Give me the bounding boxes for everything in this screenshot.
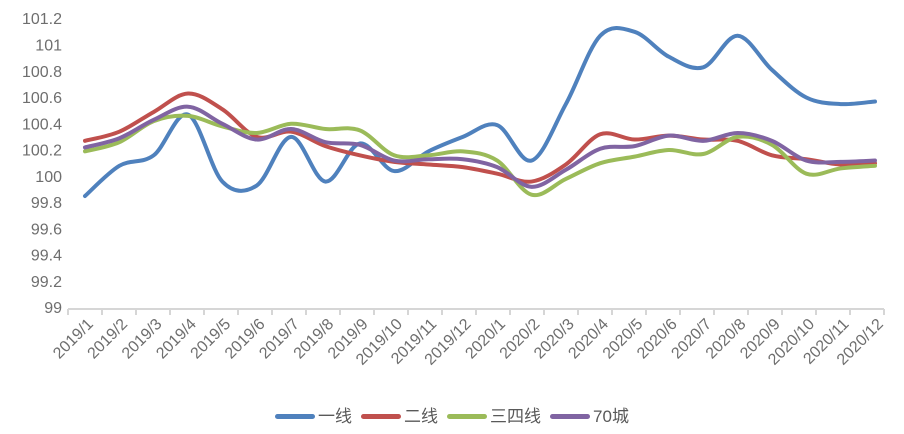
y-axis-tick-label: 99.8 [31, 195, 62, 212]
plot-area: 99 99.2 99.4 99.6 99.8 100 100.2 100.4 100.6 100.… [22, 11, 887, 369]
series-line-三四线 [83, 113, 877, 198]
y-axis-tick-label: 101.2 [22, 11, 62, 28]
legend-label-tier2: 二线 [404, 406, 439, 426]
legend-item-70cities: 70城 [550, 408, 629, 425]
series-line-二线 [83, 91, 877, 184]
y-axis-tick-label: 100.6 [22, 90, 62, 107]
legend-item-tier1: 一线 [275, 408, 352, 425]
legend-swatch-tier2 [361, 413, 402, 419]
legend-swatch-tier34 [447, 413, 488, 419]
series-line-70城 [83, 104, 877, 189]
legend-swatch-70cities [550, 413, 591, 419]
series-line-一线 [83, 25, 877, 199]
y-axis-tick-label: 99.2 [31, 274, 62, 291]
y-axis-tick-label: 99 [44, 300, 62, 317]
legend-swatch-tier1 [275, 413, 316, 419]
y-axis-tick-label: 100.8 [22, 64, 62, 81]
y-axis-tick-label: 99.6 [31, 221, 62, 238]
y-axis-tick-label: 101 [35, 37, 62, 54]
y-axis-tick-label: 99.4 [31, 248, 62, 265]
legend-label-70cities: 70城 [593, 406, 629, 426]
y-axis-tick-label: 100.2 [22, 143, 62, 160]
legend-label-tier34: 三四线 [490, 406, 542, 426]
legend-item-tier34: 三四线 [447, 408, 541, 425]
chart-legend: 一线 二线 三四线 70城 [0, 402, 904, 430]
legend-label-tier1: 一线 [318, 406, 353, 426]
y-axis-tick-label: 100.4 [22, 116, 62, 133]
legend-item-tier2: 二线 [361, 408, 438, 425]
y-axis-tick-label: 100 [35, 169, 62, 186]
